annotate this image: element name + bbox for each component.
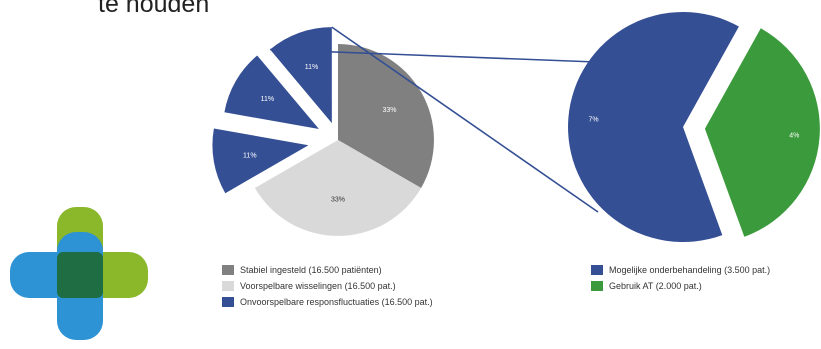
legend-right-label-1: Mogelijke onderbehandeling (3.500 pat.) (609, 265, 771, 275)
main-pie-slice-3 (212, 128, 309, 194)
main-pie-slice-label-1: 33% (382, 107, 396, 114)
main-pie-slice-2 (254, 140, 422, 236)
main-pie-slice-1 (338, 44, 434, 188)
main-pie-slice-label-4: 11% (261, 96, 275, 103)
legend-right-item-2: Gebruik AT (2.000 pat.) (591, 278, 770, 294)
connector-line-2 (331, 26, 599, 213)
legend-left-label-2: Voorspelbare wisselingen (16.500 pat.) (240, 281, 396, 291)
connector-line-1 (270, 48, 597, 63)
main-pie-slice-label-2: 33% (331, 196, 345, 203)
legend-left-item-1: Stabiel ingesteld (16.500 patiënten) (222, 262, 433, 278)
plus-logo (10, 207, 148, 340)
detail-pie: 7% 4% (568, 12, 820, 243)
detail-pie-slice-1 (568, 12, 739, 243)
legend-right-item-1: Mogelijke onderbehandeling (3.500 pat.) (591, 262, 770, 278)
main-pie-slice-label-5: 11% (305, 64, 319, 71)
detail-pie-slice-label-1: 7% (589, 117, 599, 124)
main-pie: 33% 33% 11% 11% 11% (212, 27, 434, 236)
legend-left-item-2: Voorspelbare wisselingen (16.500 pat.) (222, 278, 433, 294)
logo-overlap-square (57, 252, 103, 298)
legend-left-label-3: Onvoorspelbare responsfluctuaties (16.50… (240, 297, 433, 307)
detail-pie-slice-2 (704, 28, 820, 237)
legend-right-swatch-2 (591, 281, 603, 291)
legend-left-item-3: Onvoorspelbare responsfluctuaties (16.50… (222, 294, 433, 310)
legend-left-swatch-1 (222, 265, 234, 275)
legend-right-label-2: Gebruik AT (2.000 pat.) (609, 281, 702, 291)
legend-right: Mogelijke onderbehandeling (3.500 pat.) G… (591, 262, 770, 294)
legend-right-swatch-1 (591, 265, 603, 275)
main-pie-slice-4 (224, 55, 319, 129)
legend-left: Stabiel ingesteld (16.500 patiënten) Voor… (222, 262, 433, 310)
legend-left-swatch-2 (222, 281, 234, 291)
legend-left-label-1: Stabiel ingesteld (16.500 patiënten) (240, 265, 382, 275)
connector-lines (270, 26, 599, 213)
legend-left-swatch-3 (222, 297, 234, 307)
page-heading: te houden (98, 0, 210, 18)
main-pie-slice-label-3: 11% (243, 152, 257, 159)
detail-pie-slice-label-2: 4% (789, 133, 799, 140)
